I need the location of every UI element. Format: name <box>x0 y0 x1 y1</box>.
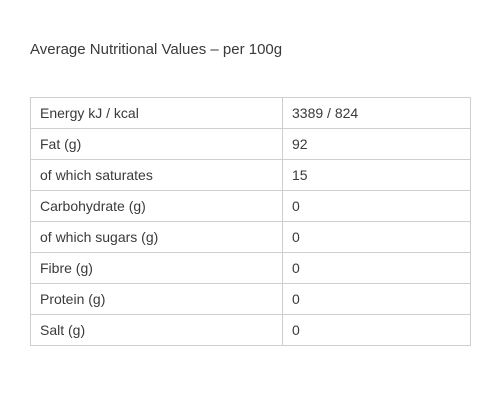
table-row: Salt (g) 0 <box>30 314 471 346</box>
nutrient-value: 0 <box>282 190 471 222</box>
nutrient-label: Energy kJ / kcal <box>30 97 283 129</box>
table-row: of which sugars (g) 0 <box>30 221 471 253</box>
nutrient-value: 92 <box>282 128 471 160</box>
nutrient-value: 0 <box>282 283 471 315</box>
nutrition-table: Energy kJ / kcal 3389 / 824 Fat (g) 92 o… <box>30 97 471 346</box>
nutrient-label: of which sugars (g) <box>30 221 283 253</box>
nutrient-value: 15 <box>282 159 471 191</box>
nutrient-label: of which saturates <box>30 159 283 191</box>
nutrient-label: Protein (g) <box>30 283 283 315</box>
nutrient-label: Fibre (g) <box>30 252 283 284</box>
nutrient-value: 3389 / 824 <box>282 97 471 129</box>
nutrient-value: 0 <box>282 221 471 253</box>
nutrient-label: Fat (g) <box>30 128 283 160</box>
nutrient-label: Salt (g) <box>30 314 283 346</box>
table-row: of which saturates 15 <box>30 159 471 191</box>
nutrition-heading: Average Nutritional Values – per 100g <box>30 41 283 58</box>
table-row: Energy kJ / kcal 3389 / 824 <box>30 97 471 129</box>
table-row: Fibre (g) 0 <box>30 252 471 284</box>
table-row: Protein (g) 0 <box>30 283 471 315</box>
table-row: Carbohydrate (g) 0 <box>30 190 471 222</box>
table-row: Fat (g) 92 <box>30 128 471 160</box>
nutrient-value: 0 <box>282 252 471 284</box>
nutrient-label: Carbohydrate (g) <box>30 190 283 222</box>
nutrient-value: 0 <box>282 314 471 346</box>
